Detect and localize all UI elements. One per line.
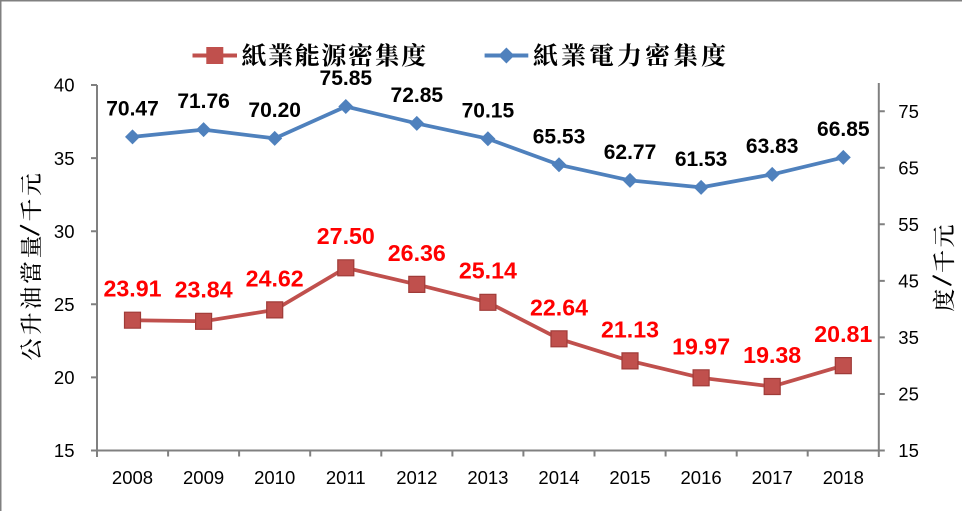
svg-text:25: 25 (898, 384, 919, 405)
svg-text:24.62: 24.62 (246, 265, 304, 291)
svg-text:2010: 2010 (254, 467, 295, 488)
svg-text:2015: 2015 (609, 467, 650, 488)
svg-text:19.97: 19.97 (672, 333, 730, 359)
svg-text:62.77: 62.77 (604, 141, 657, 164)
svg-text:75.85: 75.85 (320, 67, 373, 90)
svg-text:2008: 2008 (112, 467, 153, 488)
svg-text:23.91: 23.91 (103, 276, 161, 302)
svg-text:71.76: 71.76 (177, 90, 230, 113)
svg-text:35: 35 (54, 148, 75, 169)
svg-text:70.15: 70.15 (462, 99, 515, 122)
svg-text:61.53: 61.53 (675, 148, 728, 171)
svg-text:75: 75 (898, 101, 919, 122)
svg-text:70.20: 70.20 (248, 99, 301, 122)
svg-text:26.36: 26.36 (388, 240, 446, 266)
svg-text:20.81: 20.81 (814, 321, 872, 347)
svg-text:20: 20 (54, 367, 75, 388)
svg-text:2017: 2017 (752, 467, 793, 488)
svg-text:72.85: 72.85 (391, 84, 444, 107)
svg-text:2013: 2013 (467, 467, 508, 488)
svg-text:35: 35 (898, 327, 919, 348)
svg-text:2009: 2009 (183, 467, 224, 488)
svg-text:19.38: 19.38 (743, 342, 801, 368)
svg-text:30: 30 (54, 221, 75, 242)
svg-text:66.85: 66.85 (817, 118, 870, 141)
svg-text:23.84: 23.84 (175, 277, 233, 303)
svg-text:25.14: 25.14 (459, 258, 517, 284)
svg-text:65: 65 (898, 158, 919, 179)
svg-text:2016: 2016 (681, 467, 722, 488)
svg-text:63.83: 63.83 (746, 135, 799, 158)
svg-text:2012: 2012 (396, 467, 437, 488)
svg-text:21.13: 21.13 (601, 316, 659, 342)
svg-text:22.64: 22.64 (530, 294, 588, 320)
svg-text:2014: 2014 (538, 467, 579, 488)
svg-text:45: 45 (898, 271, 919, 292)
svg-text:65.53: 65.53 (533, 125, 586, 148)
svg-text:15: 15 (54, 440, 75, 461)
svg-text:15: 15 (898, 440, 919, 461)
svg-text:40: 40 (54, 75, 75, 96)
svg-text:2018: 2018 (823, 467, 864, 488)
svg-text:55: 55 (898, 214, 919, 235)
svg-text:70.47: 70.47 (106, 98, 159, 121)
svg-text:2011: 2011 (326, 467, 366, 488)
svg-text:25: 25 (54, 294, 75, 315)
svg-text:27.50: 27.50 (317, 223, 375, 249)
